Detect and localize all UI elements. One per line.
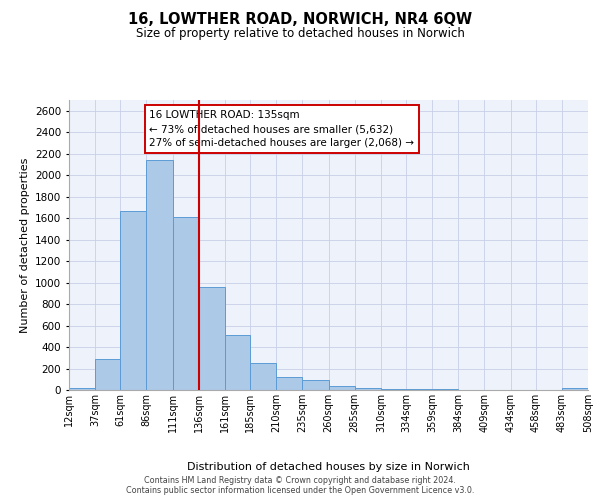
Bar xyxy=(329,386,355,390)
Bar xyxy=(302,380,329,390)
Text: Contains HM Land Registry data © Crown copyright and database right 2024.: Contains HM Land Registry data © Crown c… xyxy=(144,476,456,485)
Text: Contains public sector information licensed under the Open Government Licence v3: Contains public sector information licen… xyxy=(126,486,474,495)
Bar xyxy=(199,287,225,390)
Text: 16, LOWTHER ROAD, NORWICH, NR4 6QW: 16, LOWTHER ROAD, NORWICH, NR4 6QW xyxy=(128,12,472,28)
Bar xyxy=(406,389,432,390)
Bar xyxy=(146,160,173,390)
Bar xyxy=(562,388,588,390)
Text: Size of property relative to detached houses in Norwich: Size of property relative to detached ho… xyxy=(136,28,464,40)
Bar xyxy=(276,377,302,390)
Text: Distribution of detached houses by size in Norwich: Distribution of detached houses by size … xyxy=(187,462,470,472)
Bar xyxy=(355,388,381,390)
Y-axis label: Number of detached properties: Number of detached properties xyxy=(20,158,29,332)
Bar xyxy=(250,363,276,390)
Bar xyxy=(381,388,406,390)
Bar xyxy=(120,210,146,390)
Bar xyxy=(69,388,95,390)
Bar xyxy=(173,217,199,390)
Bar xyxy=(95,359,120,390)
Text: 16 LOWTHER ROAD: 135sqm
← 73% of detached houses are smaller (5,632)
27% of semi: 16 LOWTHER ROAD: 135sqm ← 73% of detache… xyxy=(149,110,415,148)
Bar xyxy=(225,335,250,390)
